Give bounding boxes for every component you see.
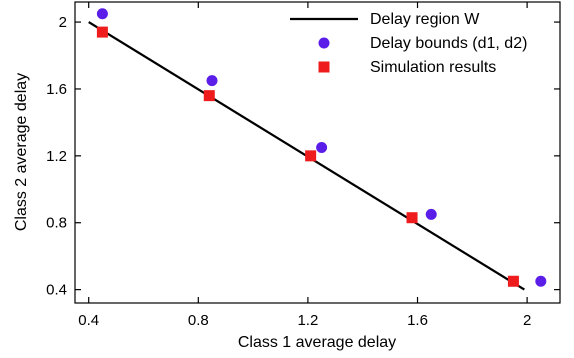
legend: Delay region W Delay bounds (d1, d2) Simul… (290, 11, 527, 76)
data-point-delay-bound (316, 141, 328, 153)
y-tick-label: 1.2 (46, 148, 67, 165)
legend-marker-swatch (318, 61, 330, 73)
y-tick-label: 0.4 (46, 282, 67, 299)
x-tick-label: 1.6 (407, 312, 428, 329)
x-tick-label: 0.8 (188, 312, 209, 329)
x-tick-label: 1.2 (297, 312, 318, 329)
legend-label: Simulation results (370, 59, 496, 76)
x-axis-label: Class 1 average delay (238, 334, 396, 351)
legend-label: Delay bounds (d1, d2) (370, 35, 527, 52)
series-layer (88, 8, 547, 291)
data-point-delay-bound (96, 8, 108, 20)
data-point-simulation (203, 90, 215, 102)
data-point-simulation (305, 150, 317, 162)
legend-marker-swatch (318, 37, 330, 49)
data-point-simulation (507, 275, 519, 287)
data-point-delay-bound (535, 275, 547, 287)
data-point-delay-bound (425, 208, 437, 220)
axis-ticks: 0.4 0.8 1.2 1.6 2 0.4 0.8 1.2 1.6 2 (46, 2, 560, 329)
y-tick-label: 1.6 (46, 81, 67, 98)
plot-frame (74, 1, 561, 304)
y-tick-label: 2 (59, 14, 67, 31)
legend-label: Delay region W (370, 11, 480, 28)
x-tick-label: 2 (523, 312, 531, 329)
data-point-simulation (96, 26, 108, 38)
data-point-delay-bound (206, 75, 218, 87)
data-point-simulation (406, 212, 418, 224)
x-tick-label: 0.4 (78, 312, 99, 329)
y-tick-label: 0.8 (46, 215, 67, 232)
y-axis-label: Class 2 average delay (13, 73, 30, 231)
